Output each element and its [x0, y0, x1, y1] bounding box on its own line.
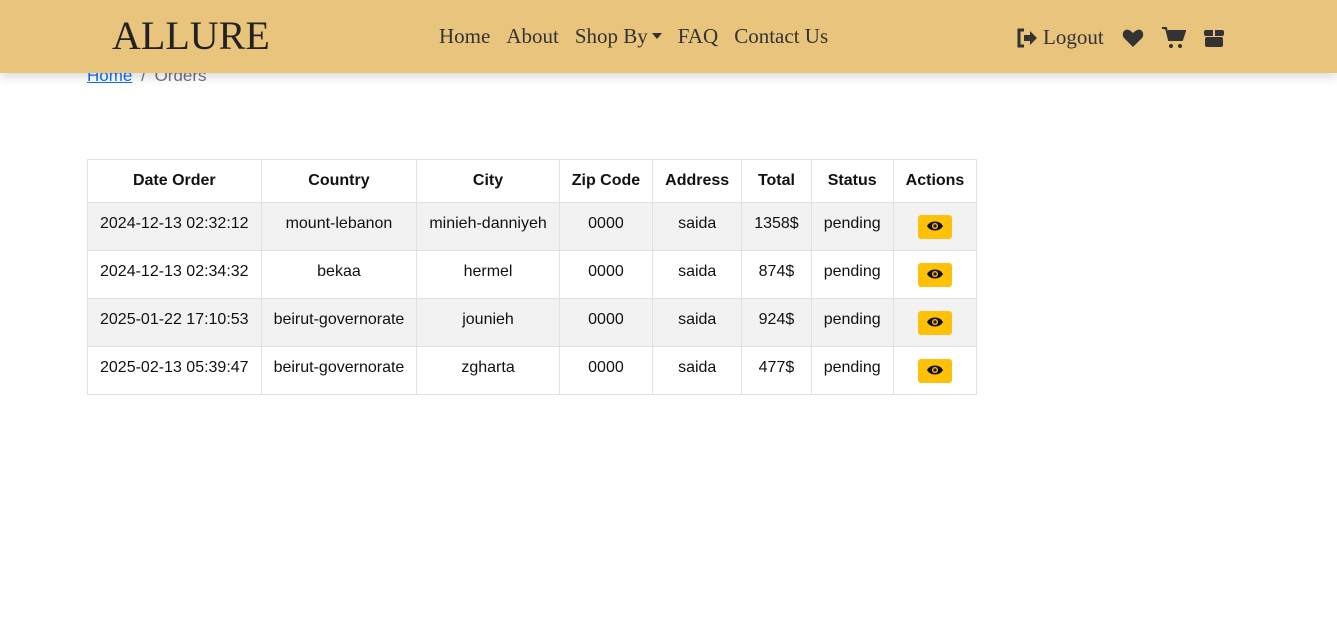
table-cell: 0000 [558, 250, 654, 299]
caret-down-icon [651, 33, 662, 39]
logout-link[interactable]: Logout [1016, 25, 1104, 50]
table-cell: 477$ [741, 346, 812, 395]
table-cell: bekaa [260, 250, 418, 299]
brand-logo[interactable]: ALLURE [112, 13, 270, 58]
logout-icon [1017, 28, 1037, 47]
column-header: Address [652, 159, 743, 203]
box-icon[interactable] [1203, 28, 1224, 48]
table-row: 2024-12-13 02:32:12 mount-lebanon minieh-d… [87, 202, 978, 251]
view-order-button[interactable] [917, 359, 952, 383]
nav-about[interactable]: About [506, 24, 559, 48]
table-row: 2024-12-13 02:34:32 bekaa hermel 0000 saida 8… [87, 250, 978, 299]
eye-icon [926, 269, 943, 279]
column-header: City [416, 159, 560, 203]
table-cell: beirut-governorate [260, 298, 418, 347]
nav-shop-by[interactable]: Shop By [575, 24, 662, 49]
table-cell: mount-lebanon [260, 202, 418, 251]
navbar: ALLURE Home About Shop By FAQ Contact Us… [0, 0, 1337, 73]
view-order-button[interactable] [917, 215, 952, 239]
column-header: Zip Code [558, 159, 654, 203]
table-cell: 1358$ [741, 202, 812, 251]
actions-cell [892, 298, 978, 347]
orders-table: Date Order Country City Zip Code Address Tota… [87, 159, 978, 395]
eye-icon [926, 221, 943, 231]
table-cell: pending [810, 346, 894, 395]
table-cell: pending [810, 202, 894, 251]
breadcrumb-separator: / [141, 66, 146, 85]
view-order-button[interactable] [917, 263, 952, 287]
table-cell: 924$ [741, 298, 812, 347]
actions-cell [892, 346, 978, 395]
table-cell: zgharta [416, 346, 560, 395]
actions-cell [892, 202, 978, 251]
cart-icon[interactable] [1161, 26, 1186, 49]
table-cell: 874$ [741, 250, 812, 299]
table-cell: saida [652, 202, 743, 251]
eye-icon [926, 317, 943, 327]
table-cell: beirut-governorate [260, 346, 418, 395]
nav-actions: Logout [1016, 25, 1224, 50]
table-cell: saida [652, 250, 743, 299]
column-header: Total [741, 159, 812, 203]
table-cell: saida [652, 298, 743, 347]
table-cell: 2024-12-13 02:32:12 [87, 202, 262, 251]
table-cell: saida [652, 346, 743, 395]
column-header: Actions [892, 159, 978, 203]
table-row: 2025-02-13 05:39:47 beirut-governorate zgh… [87, 346, 978, 395]
actions-cell [892, 250, 978, 299]
table-cell: 0000 [558, 298, 654, 347]
table-cell: pending [810, 250, 894, 299]
nav-faq[interactable]: FAQ [677, 24, 719, 48]
nav-home[interactable]: Home [439, 24, 491, 48]
view-order-button[interactable] [917, 311, 952, 335]
column-header: Date Order [87, 159, 262, 203]
table-cell: 0000 [558, 202, 654, 251]
nav-links: Home About Shop By FAQ Contact Us [439, 24, 828, 49]
table-cell: minieh-danniyeh [416, 202, 560, 251]
table-cell: 2024-12-13 02:34:32 [87, 250, 262, 299]
table-cell: pending [810, 298, 894, 347]
table-cell: jounieh [416, 298, 560, 347]
table-row: 2025-01-22 17:10:53 beirut-governorate jou… [87, 298, 978, 347]
table-cell: 0000 [558, 346, 654, 395]
nav-contact[interactable]: Contact Us [734, 24, 829, 48]
column-header: Country [260, 159, 418, 203]
logout-label: Logout [1043, 25, 1104, 49]
eye-icon [926, 365, 943, 375]
table-cell: 2025-02-13 05:39:47 [87, 346, 262, 395]
table-cell: hermel [416, 250, 560, 299]
nav-shop-by-label: Shop By [574, 24, 648, 48]
column-header: Status [810, 159, 894, 203]
heart-icon[interactable] [1122, 28, 1144, 48]
table-cell: 2025-01-22 17:10:53 [87, 298, 262, 347]
